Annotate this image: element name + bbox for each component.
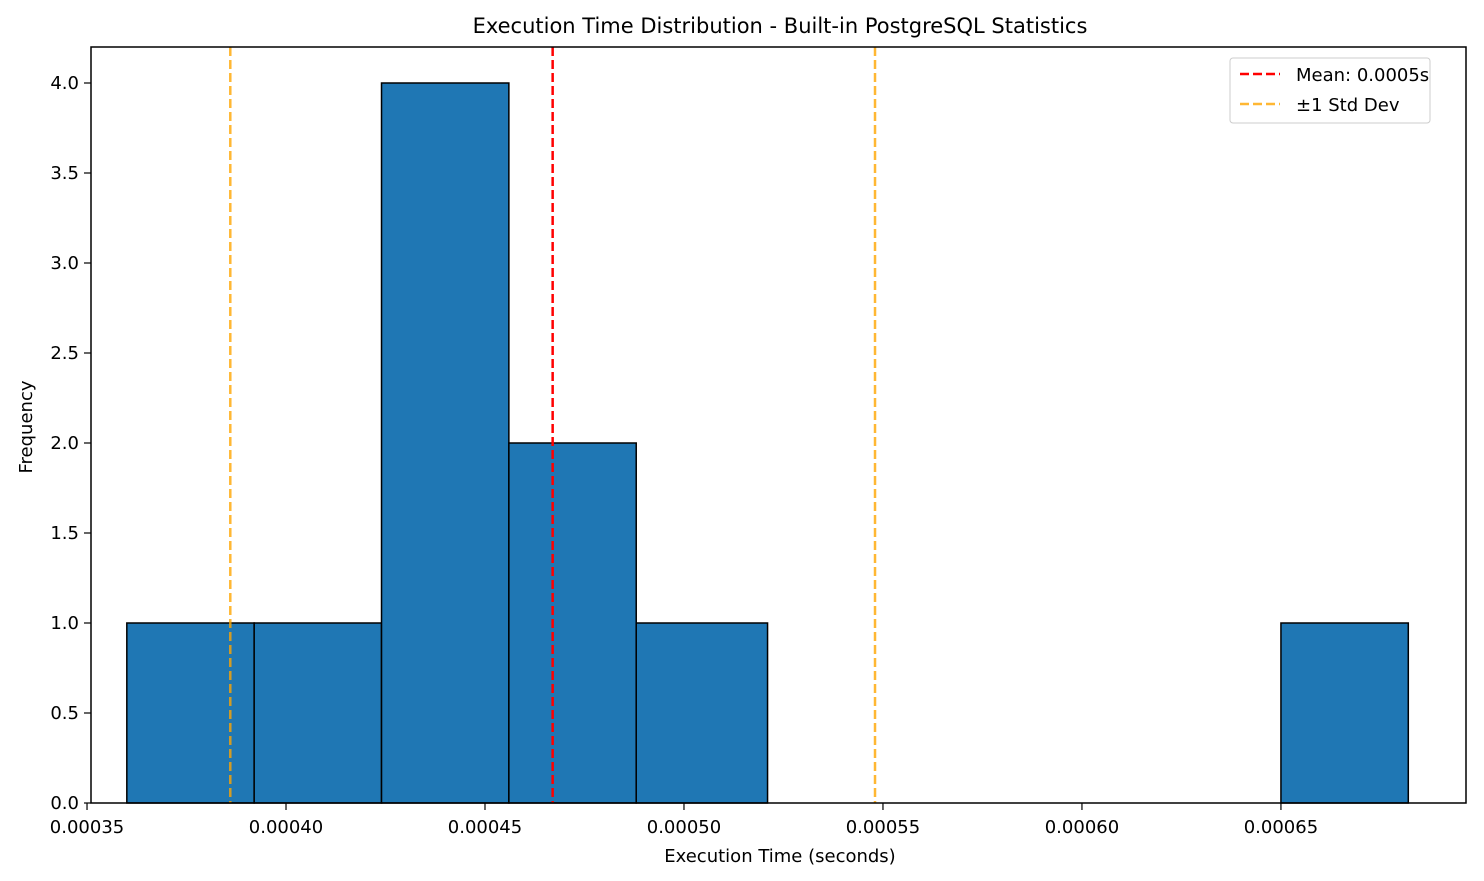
y-tick-label: 4.0: [50, 73, 79, 94]
legend-std-label: ±1 Std Dev: [1296, 95, 1400, 116]
y-tick-label: 1.5: [50, 523, 79, 544]
y-tick-label: 0.0: [50, 793, 79, 814]
histogram-bar: [126, 622, 255, 804]
x-tick-label: 0.00060: [1045, 817, 1119, 838]
x-tick-label: 0.00065: [1244, 817, 1318, 838]
y-tick-label: 2.5: [50, 343, 79, 364]
x-tick-label: 0.00035: [50, 817, 124, 838]
y-tick-label: 3.0: [50, 253, 79, 274]
histogram-bar: [635, 622, 769, 804]
chart-title: Execution Time Distribution - Built-in P…: [473, 14, 1088, 38]
histogram-bar: [1280, 622, 1410, 804]
histogram-bar: [380, 82, 510, 804]
plot-area: 0.00035 0.00040 0.00045 0.00050 0.00055 0.000…: [50, 46, 1467, 838]
y-tick-label: 0.5: [50, 703, 79, 724]
legend: Mean: 0.0005s ±1 Std Dev: [1229, 57, 1431, 124]
histogram-bar: [253, 622, 383, 804]
x-axis-label: Execution Time (seconds): [664, 846, 895, 867]
legend-mean-label: Mean: 0.0005s: [1296, 65, 1429, 86]
x-tick-label: 0.00040: [249, 817, 323, 838]
y-tick-label: 1.0: [50, 613, 79, 634]
histogram-bar: [508, 442, 637, 804]
y-axis-label: Frequency: [16, 380, 37, 473]
x-tick-label: 0.00045: [448, 817, 522, 838]
x-tick-label: 0.00050: [647, 817, 721, 838]
x-tick-label: 0.00055: [846, 817, 920, 838]
y-tick-label: 3.5: [50, 163, 79, 184]
axes-frame: [90, 46, 1467, 804]
y-tick-label: 2.0: [50, 433, 79, 454]
